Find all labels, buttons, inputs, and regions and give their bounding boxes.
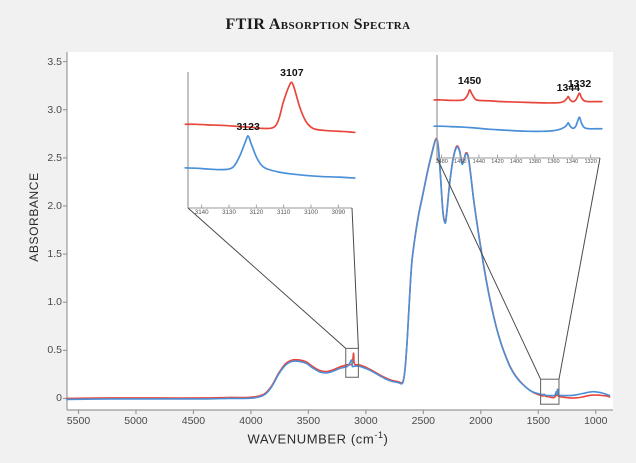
x-axis-label-exponent: -1 — [374, 430, 384, 440]
x-tick-label: 3500 — [296, 415, 321, 427]
y-tick-label: 1.0 — [47, 296, 62, 309]
left-inset-peak-label: 3123 — [236, 120, 260, 133]
x-tick-label: 1500 — [526, 415, 550, 427]
right-inset-tick-label: 1400 — [509, 159, 523, 165]
x-tick-label: 2000 — [469, 415, 493, 427]
y-axis-tick-labels: 0 0.5 1.0 1.5 2.0 2.5 3.0 3.5 — [22, 0, 62, 463]
right-inset-blue-inset — [433, 116, 603, 133]
left-inset-tick-label: 3130 — [222, 209, 236, 216]
left-inset-connector-right — [351, 207, 359, 349]
right-inset-tick-label: 1340 — [565, 159, 579, 165]
left-inset-red-inset — [184, 81, 356, 134]
right-inset-peak-label: 1332 — [567, 78, 592, 91]
y-tick-label: 0.5 — [47, 344, 62, 357]
x-axis-label-text: WAVENUMBER (cm — [247, 431, 375, 447]
x-tick-label: 4500 — [181, 415, 206, 427]
chart-title: FTIR Absorption Spectra — [225, 16, 411, 33]
y-tick-label: 2.5 — [47, 151, 62, 164]
right-inset-tick-label: 1420 — [491, 159, 504, 165]
y-tick-label: 3.5 — [47, 55, 62, 68]
y-tick-label: 3.0 — [47, 103, 62, 116]
x-tick-label: 2500 — [411, 415, 436, 427]
right-zoom-box[interactable] — [540, 378, 560, 405]
right-inset-peak-label: 1344 — [556, 81, 581, 94]
left-inset-tick-label: 3120 — [249, 209, 264, 216]
left-inset-tick-label: 3110 — [277, 209, 291, 216]
right-inset-connector-right — [558, 157, 601, 380]
left-inset-blue-inset — [184, 135, 356, 179]
right-inset-tick-label: 1440 — [472, 159, 486, 165]
x-tick-label: 5500 — [66, 415, 91, 427]
left-zoom-box[interactable] — [345, 347, 359, 378]
right-inset-red-inset — [433, 88, 603, 104]
right-inset-tick-label: 1460 — [454, 159, 467, 165]
right-inset-peak-label: 1450 — [457, 74, 482, 87]
blue-spectrum — [66, 138, 611, 401]
plot-area-background — [67, 52, 613, 410]
right-inset-tick-label: 1480 — [435, 159, 448, 165]
y-tick-label: 0 — [56, 392, 62, 405]
y-tick-label: 1.5 — [47, 248, 62, 261]
right-inset-tick-label: 1320 — [584, 159, 597, 165]
left-inset-connector-left — [187, 207, 347, 349]
x-axis-label-paren: ) — [383, 431, 389, 447]
left-inset-tick-label: 3090 — [331, 209, 346, 216]
x-tick-label: 3000 — [354, 415, 378, 427]
x-axis-tick-labels: 5500 5000 4500 4000 3500 3000 2500 2000 1500 1000 — [0, 415, 636, 435]
left-inset-peak-label: 3107 — [280, 67, 304, 80]
x-tick-label: 4000 — [239, 415, 263, 427]
right-inset-connector-left — [436, 157, 542, 380]
x-tick-label: 1000 — [584, 415, 608, 427]
y-tick-label: 2.0 — [47, 199, 62, 212]
right-inset-tick-label: 1360 — [547, 159, 560, 165]
left-inset-tick-label: 3100 — [304, 209, 318, 216]
right-inset-tick-label: 1380 — [528, 159, 542, 165]
x-tick-label: 5000 — [124, 415, 148, 427]
x-axis-label: WAVENUMBER (cm-1) — [0, 430, 636, 446]
left-inset-tick-label: 3140 — [194, 209, 209, 216]
